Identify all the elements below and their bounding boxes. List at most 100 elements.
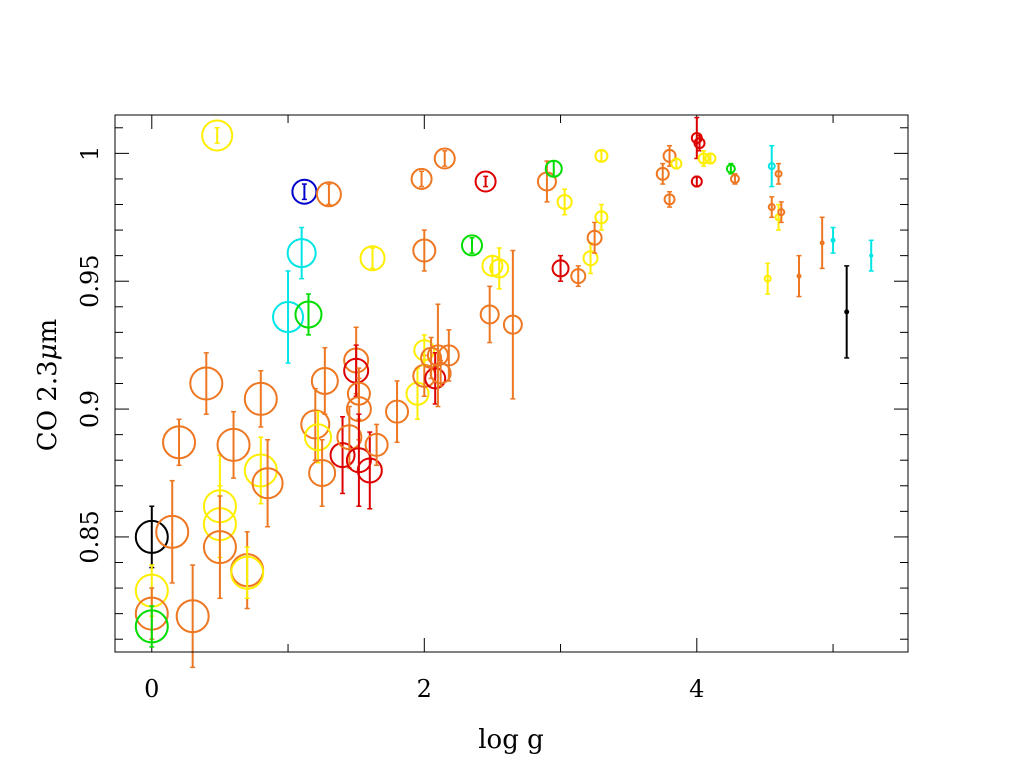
point-marker xyxy=(410,167,433,190)
point-marker xyxy=(594,210,609,225)
data-point xyxy=(481,254,504,277)
point-marker xyxy=(310,366,339,395)
data-point xyxy=(315,181,342,208)
point-marker xyxy=(230,555,265,590)
point-marker xyxy=(364,432,389,457)
point-marker xyxy=(767,162,776,171)
data-point xyxy=(777,201,786,224)
point-marker xyxy=(162,425,197,460)
data-point xyxy=(304,410,333,464)
data-point xyxy=(291,178,318,205)
point-marker xyxy=(433,147,456,170)
data-point xyxy=(474,170,497,193)
point-marker xyxy=(155,514,190,549)
point-marker xyxy=(570,268,587,285)
data-point xyxy=(544,159,563,178)
point-marker xyxy=(844,309,850,315)
point-marker xyxy=(662,148,677,163)
data-point xyxy=(286,226,317,280)
point-marker xyxy=(704,152,717,165)
data-point xyxy=(216,410,251,479)
data-point xyxy=(830,226,836,254)
point-marker xyxy=(134,519,169,554)
data-point xyxy=(704,152,717,165)
point-marker xyxy=(286,238,317,269)
data-point xyxy=(729,173,740,185)
data-point xyxy=(310,346,339,415)
point-marker xyxy=(272,301,305,334)
data-point xyxy=(346,367,371,421)
y-axis-label-prefix: CO 2.3 xyxy=(33,360,63,451)
y-tick-label: 0.95 xyxy=(76,254,104,307)
data-point xyxy=(479,285,500,344)
data-point xyxy=(189,352,224,415)
point-marker xyxy=(437,344,460,367)
point-marker xyxy=(544,159,563,178)
point-marker xyxy=(670,157,683,170)
data-point xyxy=(134,505,169,569)
point-marker xyxy=(479,304,500,325)
data-point xyxy=(670,157,683,170)
data-point xyxy=(437,329,460,382)
data-point xyxy=(594,148,609,163)
point-marker xyxy=(308,459,337,487)
point-marker xyxy=(315,181,342,208)
data-point xyxy=(155,479,190,584)
point-marker xyxy=(429,362,452,385)
data-point xyxy=(767,196,776,219)
data-point xyxy=(844,265,850,359)
point-marker xyxy=(329,442,356,469)
y-axis-label-unit: m xyxy=(33,319,63,344)
point-marker xyxy=(481,254,504,277)
point-marker xyxy=(819,240,825,246)
data-point xyxy=(385,380,410,444)
data-points xyxy=(134,116,874,669)
data-point xyxy=(586,221,603,254)
point-marker xyxy=(556,193,573,210)
data-point xyxy=(582,242,599,275)
point-marker xyxy=(693,137,706,150)
point-marker xyxy=(502,314,523,335)
x-tick-label: 4 xyxy=(689,675,704,703)
x-axis-label: log g xyxy=(478,725,544,755)
point-marker xyxy=(697,152,710,165)
point-marker xyxy=(359,245,386,272)
point-marker xyxy=(356,457,383,484)
data-point xyxy=(763,262,772,295)
point-marker xyxy=(474,170,497,193)
data-point xyxy=(243,369,278,428)
point-marker xyxy=(304,423,333,452)
data-point xyxy=(329,415,356,495)
data-point xyxy=(594,203,609,231)
data-point xyxy=(663,190,676,208)
point-marker xyxy=(300,409,331,440)
point-marker xyxy=(777,208,786,217)
point-marker xyxy=(655,166,670,181)
point-marker xyxy=(413,339,436,362)
point-marker xyxy=(729,173,740,184)
data-point xyxy=(662,144,677,167)
point-marker xyxy=(763,274,772,283)
point-marker xyxy=(594,148,609,163)
data-point xyxy=(272,270,305,364)
data-point xyxy=(424,352,447,405)
data-point xyxy=(502,249,523,400)
point-marker xyxy=(294,300,323,329)
point-marker xyxy=(405,381,430,406)
y-tick-label: 0.85 xyxy=(76,510,104,563)
y-tick-label: 1 xyxy=(76,146,104,161)
point-marker xyxy=(489,258,510,279)
data-point xyxy=(774,162,783,185)
point-marker xyxy=(251,467,284,500)
y-tick-labels: 0.85 0.9 0.95 1 xyxy=(76,146,104,564)
point-marker xyxy=(134,609,169,644)
data-point xyxy=(294,293,323,336)
point-marker xyxy=(460,234,483,257)
data-point xyxy=(556,188,573,216)
data-point xyxy=(412,229,437,272)
data-point xyxy=(134,605,169,648)
point-marker xyxy=(796,273,802,279)
point-marker xyxy=(690,175,703,188)
point-marker xyxy=(774,169,783,178)
point-marker xyxy=(869,253,874,258)
